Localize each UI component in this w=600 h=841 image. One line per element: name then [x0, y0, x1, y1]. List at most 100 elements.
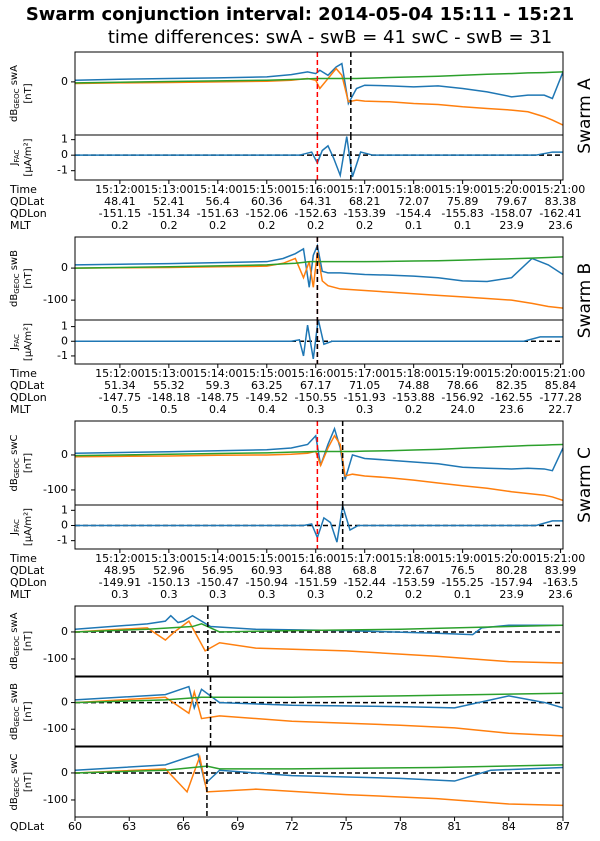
y-label-main: J — [9, 162, 20, 166]
table-row-label: QDLat — [10, 379, 45, 392]
table-cell: 0.1 — [454, 588, 472, 601]
table-cell: -151.59 — [295, 576, 337, 589]
x-tick-label: 78 — [393, 820, 407, 833]
plot-area — [75, 135, 563, 180]
data-line — [75, 67, 563, 126]
x-tick-label: 15:13:00 — [144, 367, 193, 380]
table-cell: 52.41 — [153, 195, 185, 208]
data-line — [75, 62, 563, 106]
table-cell: -157.94 — [490, 576, 532, 589]
x-tick-label: 15:12:00 — [95, 552, 144, 565]
y-tick-label: 0 — [61, 75, 68, 88]
y-tick-label: 0 — [61, 334, 68, 347]
side-label: Swarm C — [575, 447, 595, 523]
table-row-label: QDLon — [10, 391, 47, 404]
table-cell: -150.94 — [246, 576, 288, 589]
y-label-sub: GEOC — [13, 458, 21, 478]
x-axis-label: QDLat — [10, 820, 45, 833]
table-cell: -152.06 — [246, 207, 288, 220]
table-cell: -151.63 — [197, 207, 239, 220]
table-cell: 0.3 — [111, 588, 129, 601]
panel-frame — [74, 746, 564, 818]
data-line — [75, 764, 563, 774]
table-cell: -147.75 — [99, 391, 141, 404]
table-cell: -148.18 — [148, 391, 190, 404]
y-axis-label: dBGEOC swA — [9, 612, 21, 669]
x-tick-label: 15:17:00 — [340, 183, 389, 196]
y-tick-label: 0 — [61, 518, 68, 531]
table-cell: 74.88 — [398, 379, 430, 392]
plot-area — [75, 320, 563, 364]
y-label-main: J — [9, 532, 20, 536]
x-tick-label: 84 — [502, 820, 516, 833]
y-axis-unit: [μA/m²] — [23, 508, 34, 546]
plot-area — [75, 505, 563, 549]
panel-frame — [74, 676, 564, 747]
y-label-suffix: swC — [9, 753, 20, 777]
x-tick-label: 81 — [448, 820, 462, 833]
x-tick-label: 15:18:00 — [389, 552, 438, 565]
table-cell: -153.88 — [392, 391, 434, 404]
y-label-sub: FAC — [13, 149, 21, 162]
data-line — [75, 623, 563, 633]
table-cell: 0.4 — [209, 403, 227, 416]
table-cell: 0.2 — [111, 219, 129, 232]
table-cell: -151.15 — [99, 207, 141, 220]
y-axis-label: JFAC — [9, 149, 21, 166]
y-tick-label: 0 — [61, 625, 68, 638]
y-tick-label: 0 — [61, 261, 68, 274]
x-tick-label: 69 — [231, 820, 245, 833]
x-tick-label: 15:14:00 — [193, 552, 242, 565]
y-tick-label: -1 — [57, 164, 68, 177]
y-label-sub: GEOC — [13, 636, 21, 656]
table-cell: -177.28 — [539, 391, 581, 404]
y-tick-label: 0 — [61, 696, 68, 709]
y-tick-label: 0 — [61, 766, 68, 779]
table-cell: -156.92 — [441, 391, 483, 404]
table-cell: 67.17 — [300, 379, 332, 392]
y-label-main: dB — [9, 656, 20, 669]
table-row-label: Time — [9, 367, 37, 380]
table-cell: 56.4 — [206, 195, 231, 208]
y-label-sub: GEOC — [13, 273, 21, 293]
y-axis-unit: [nT] — [23, 772, 34, 792]
x-tick-label: 15:18:00 — [389, 367, 438, 380]
x-tick-label: 15:19:00 — [438, 552, 487, 565]
table-cell: -162.55 — [490, 391, 532, 404]
table-cell: 0.2 — [405, 588, 423, 601]
table-cell: 0.3 — [209, 588, 227, 601]
table-cell: 48.41 — [104, 195, 136, 208]
panel-frame — [74, 504, 564, 550]
table-cell: -154.4 — [396, 207, 431, 220]
data-line — [75, 688, 563, 737]
table-cell: -149.91 — [99, 576, 141, 589]
table-cell: 56.95 — [202, 564, 234, 577]
table-cell: 0.2 — [307, 219, 325, 232]
data-line — [75, 136, 563, 179]
y-label-suffix: swA — [9, 612, 20, 636]
table-cell: 0.3 — [160, 588, 178, 601]
x-tick-label: 15:15:00 — [242, 183, 291, 196]
table-cell: 83.99 — [545, 564, 577, 577]
table-cell: 0.2 — [160, 219, 178, 232]
table-cell: -150.47 — [197, 576, 239, 589]
panel-frame — [74, 319, 564, 365]
table-cell: 0.1 — [454, 219, 472, 232]
y-tick-label: 1 — [61, 320, 68, 333]
y-tick-label: -100 — [43, 483, 68, 496]
table-cell: 52.96 — [153, 564, 185, 577]
y-tick-label: -100 — [43, 722, 68, 735]
x-tick-label: 15:21:00 — [536, 552, 585, 565]
table-cell: 68.8 — [352, 564, 377, 577]
plot-area — [75, 237, 563, 320]
x-tick-label: 15:20:00 — [487, 367, 536, 380]
table-cell: 79.67 — [496, 195, 528, 208]
y-label-sub: GEOC — [13, 88, 21, 108]
plot-area — [75, 421, 563, 505]
x-tick-label: 15:16:00 — [291, 367, 340, 380]
x-tick-label: 15:16:00 — [291, 552, 340, 565]
table-cell: -163.5 — [543, 576, 578, 589]
table-cell: 23.6 — [548, 588, 573, 601]
table-cell: 51.34 — [104, 379, 136, 392]
table-row-label: Time — [9, 552, 37, 565]
